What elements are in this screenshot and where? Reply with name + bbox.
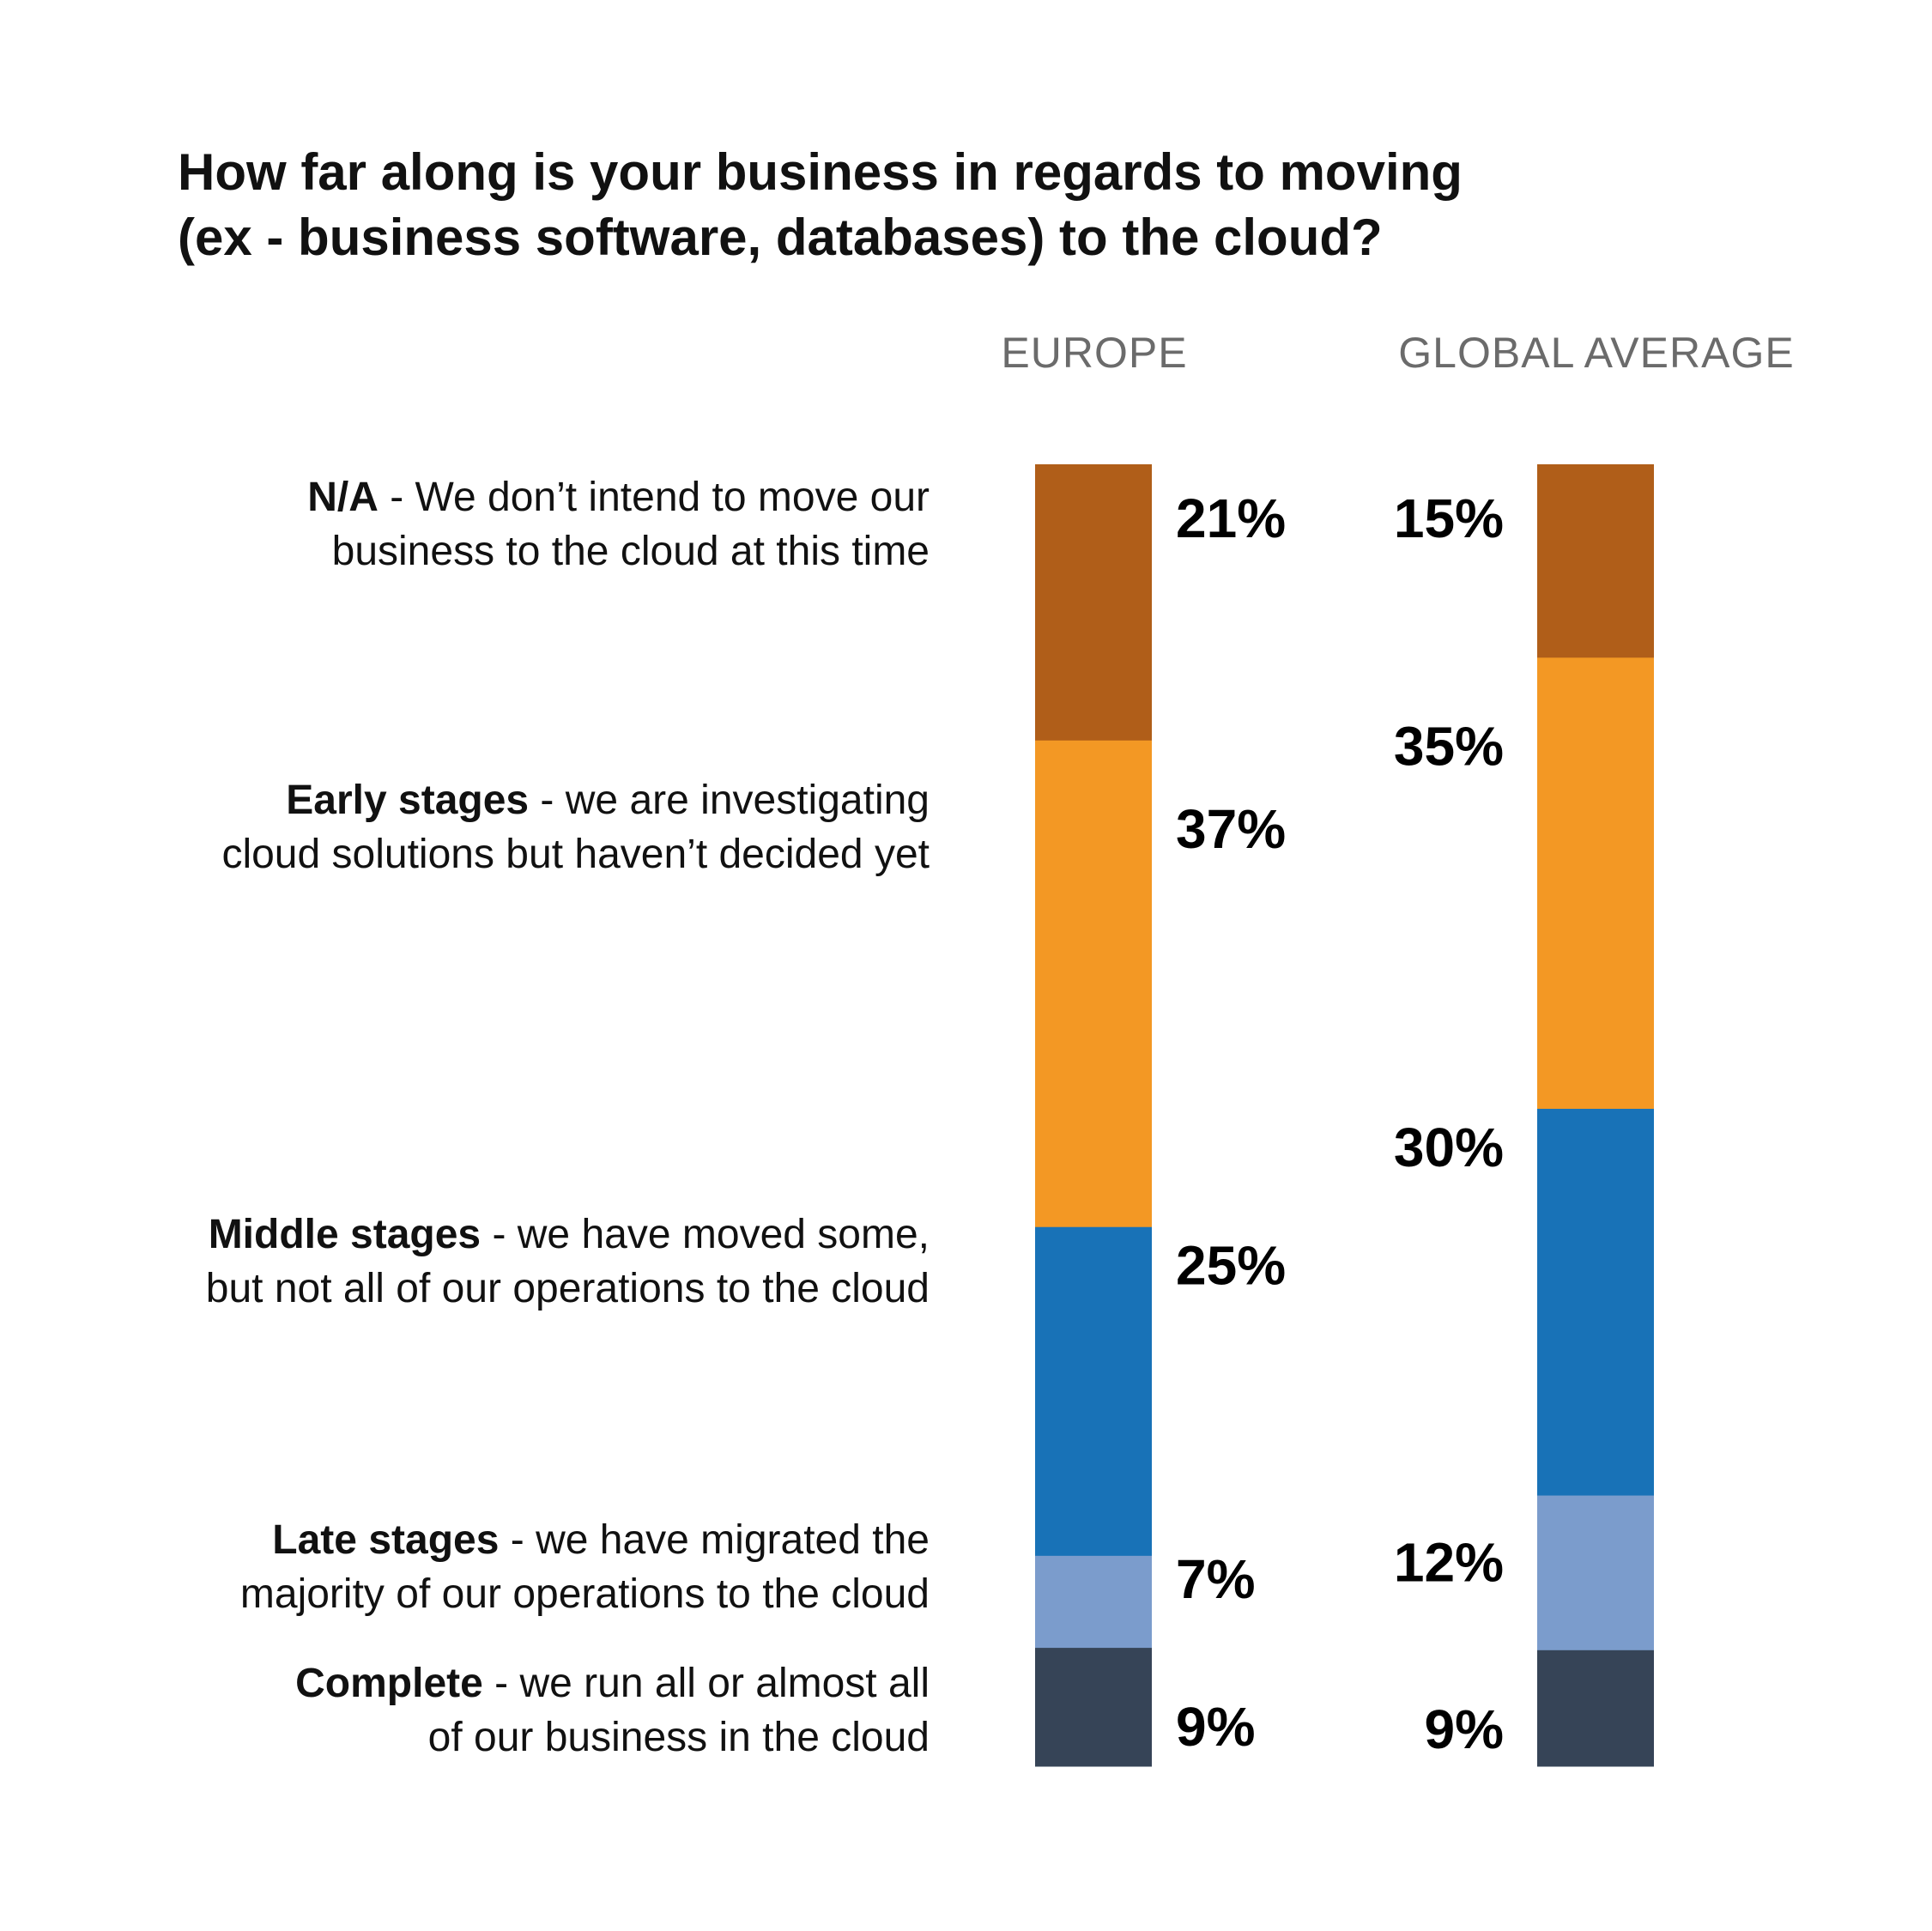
- bar-segment-europe-n-a: [1035, 464, 1152, 742]
- bars: [1035, 464, 1654, 1767]
- value-label-global-average-middle-stages: 30%: [1394, 1117, 1504, 1178]
- value-label-global-average-n-a: 15%: [1394, 487, 1504, 549]
- category-label-n-a-line-2: business to the cloud at this time: [332, 529, 930, 574]
- category-label-late-stages-line-1: Late stages - we have migrated the: [272, 1517, 930, 1563]
- bar-segment-global-average-n-a: [1537, 464, 1654, 658]
- category-label-n-a-line-1: N/A - We don’t intend to move our: [307, 475, 930, 520]
- bar-segment-europe-complete: [1035, 1648, 1152, 1767]
- value-label-europe-late-stages: 7%: [1176, 1548, 1256, 1610]
- category-labels: N/A - We don’t intend to move our busines…: [206, 475, 930, 1760]
- category-label-middle-stages-line-1: Middle stages - we have moved some,: [209, 1212, 930, 1257]
- bar-segment-europe-early-stages: [1035, 740, 1152, 1228]
- bar-segment-global-average-middle-stages: [1537, 1108, 1654, 1497]
- chart-title: How far along is your business in regard…: [178, 143, 1463, 266]
- value-labels: 21% 37% 25% 7% 9% 15% 35% 30% 12% 9%: [1176, 487, 1504, 1760]
- bar-segment-global-average-late-stages: [1537, 1495, 1654, 1651]
- category-label-complete-line-1: Complete - we run all or almost all: [295, 1661, 930, 1706]
- bar-segment-global-average-early-stages: [1537, 657, 1654, 1110]
- value-label-global-average-complete: 9%: [1425, 1698, 1505, 1760]
- value-label-global-average-late-stages: 12%: [1394, 1532, 1504, 1594]
- value-label-europe-middle-stages: 25%: [1176, 1235, 1286, 1297]
- chart-title-line-1: How far along is your business in regard…: [178, 143, 1463, 201]
- value-label-europe-n-a: 21%: [1176, 487, 1286, 549]
- value-label-global-average-early-stages: 35%: [1394, 715, 1504, 777]
- category-label-early-stages-line-1: Early stages - we are investigating: [286, 778, 930, 823]
- bar-segment-global-average-complete: [1537, 1650, 1654, 1767]
- chart-title-line-2: (ex - business software, databases) to t…: [178, 209, 1383, 266]
- column-header-europe: EUROPE: [1001, 329, 1187, 377]
- value-label-europe-early-stages: 37%: [1176, 798, 1286, 860]
- column-header-global-average: GLOBAL AVERAGE: [1398, 329, 1794, 377]
- category-label-early-stages-line-2: cloud solutions but haven’t decided yet: [221, 832, 930, 877]
- category-label-late-stages-line-2: majority of our operations to the cloud: [240, 1571, 930, 1617]
- bar-segment-europe-late-stages: [1035, 1555, 1152, 1649]
- category-label-complete-line-2: of our business in the cloud: [428, 1715, 930, 1760]
- value-label-europe-complete: 9%: [1176, 1696, 1256, 1758]
- category-label-middle-stages-line-2: but not all of our operations to the clo…: [206, 1266, 930, 1311]
- bar-segment-europe-middle-stages: [1035, 1226, 1152, 1557]
